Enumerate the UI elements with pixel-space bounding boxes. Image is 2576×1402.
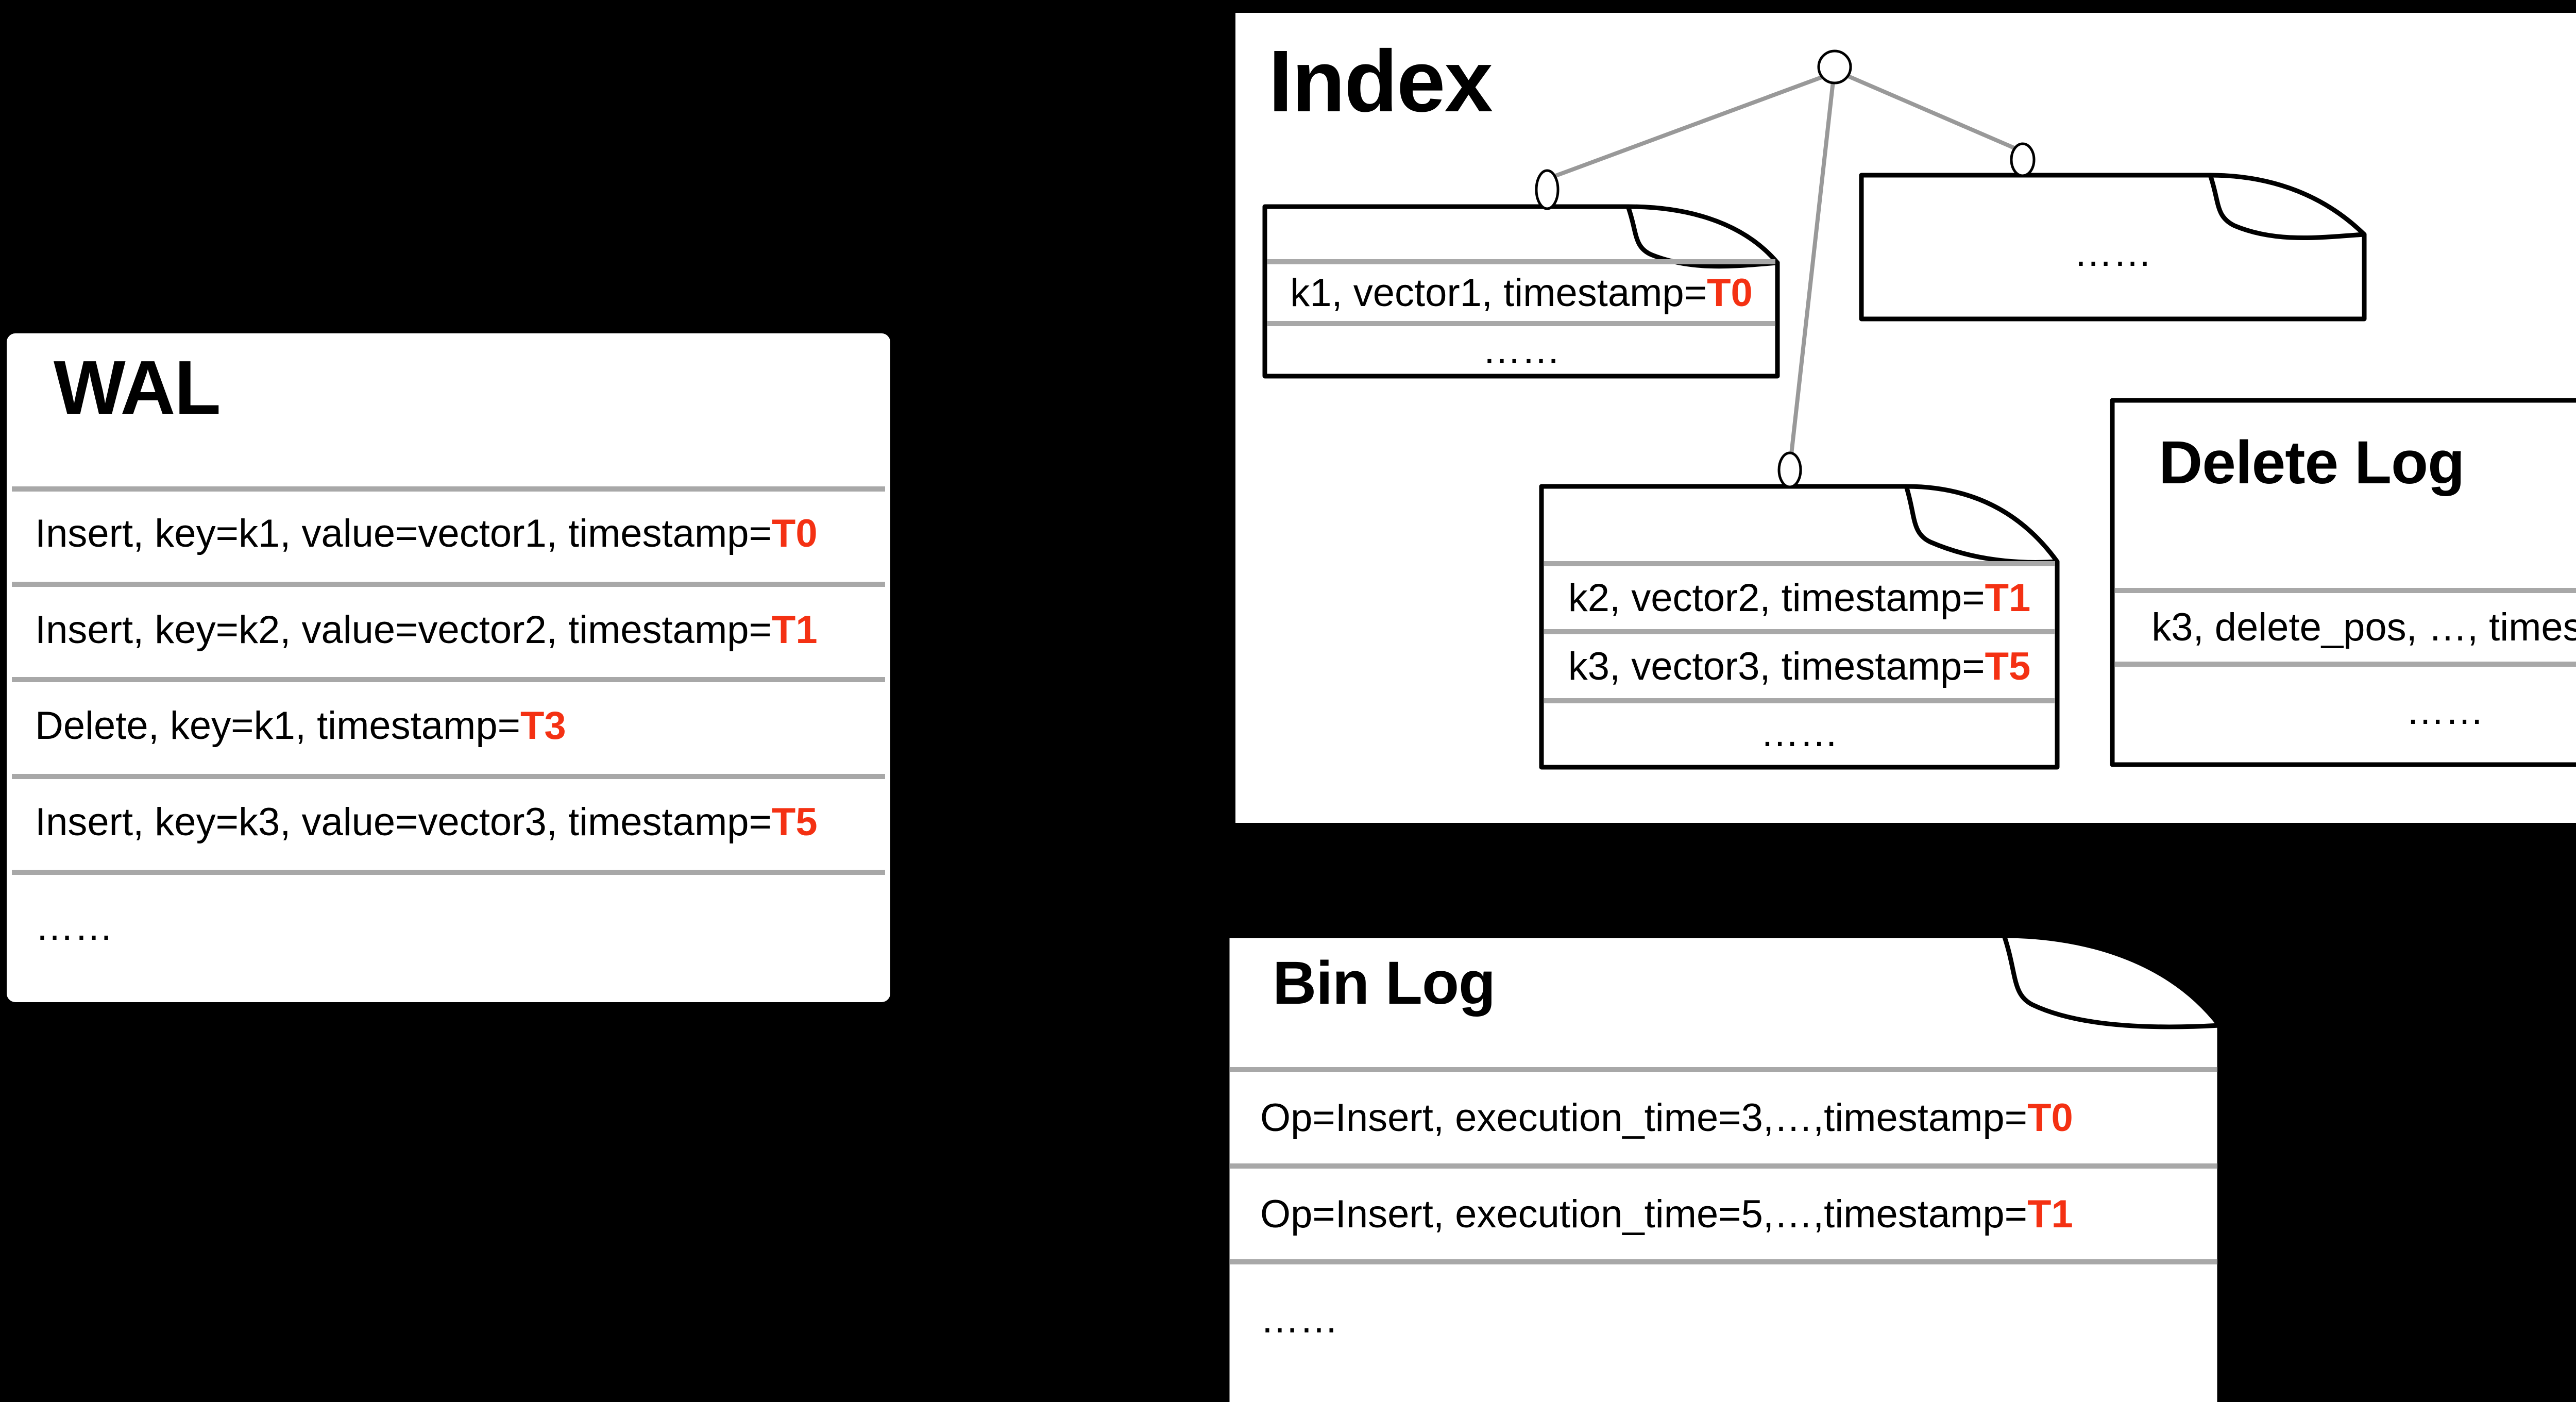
tree-node-right xyxy=(2010,142,2036,177)
wal-row: Insert, key=k2, value=vector2, timestamp… xyxy=(35,599,859,661)
document-shape xyxy=(2110,398,2576,767)
wal-row-timestamp: T5 xyxy=(771,800,818,844)
wal-row-text: Insert, key=k2, value=vector2, timestamp… xyxy=(35,607,772,652)
folded-corner xyxy=(2208,173,2367,241)
bin-log-row: Op=Insert, execution_time=5,…,timestamp=… xyxy=(1260,1166,2073,1262)
segment-row-text: k3, vector3, timestamp= xyxy=(1568,644,1985,688)
document-shape xyxy=(1225,933,2222,1402)
wal-row: Insert, key=k1, value=vector1, timestamp… xyxy=(35,502,859,564)
segment-file-k2k3 xyxy=(1539,484,2060,770)
wal-row-text: Delete, key=k1, timestamp= xyxy=(35,703,520,748)
edge-root-left xyxy=(1548,74,1825,180)
segment-row-ellipsis: …… xyxy=(1482,328,1561,372)
wal-separator xyxy=(12,870,885,875)
bin-log-row: Op=Insert, execution_time=3,…,timestamp=… xyxy=(1260,1070,2073,1166)
segment-k1-row: …… xyxy=(1270,324,1773,376)
bin-log-row: …… xyxy=(1260,1268,1338,1371)
segment-row-ellipsis: …… xyxy=(2074,230,2152,275)
tree-node-left xyxy=(1535,169,1560,210)
bin-log-row-ellipsis: …… xyxy=(1260,1297,1338,1341)
tree-edges xyxy=(1548,73,2021,459)
delete-log-file xyxy=(2110,398,2576,767)
delete-log-row-ellipsis: …… xyxy=(2405,688,2484,733)
wal-row-timestamp: T1 xyxy=(771,607,818,652)
index-title: Index xyxy=(1268,32,1493,130)
delete-log-row: …… xyxy=(2112,664,2576,757)
wal-row-text: Insert, key=k3, value=vector3, timestamp… xyxy=(35,800,772,844)
wal-row-timestamp: T3 xyxy=(520,703,566,748)
bin-log-row-timestamp: T0 xyxy=(2027,1096,2073,1140)
folded-corner xyxy=(2002,933,2222,1029)
delete-log-row-text: k3, delete_pos, …, timestamp= xyxy=(2151,605,2576,649)
bin-log-row-text: Op=Insert, execution_time=5,…,timestamp= xyxy=(1260,1192,2028,1236)
wal-row: …… xyxy=(35,896,859,957)
wal-row-timestamp: T0 xyxy=(771,511,818,555)
segment-row-timestamp: T0 xyxy=(1707,271,1753,315)
edge-root-right xyxy=(1845,73,2021,153)
wal-panel xyxy=(4,331,893,1005)
delete-log-row: k3, delete_pos, …, timestamp=T3 xyxy=(2112,590,2576,664)
delete-log-title: Delete Log xyxy=(2159,429,2465,497)
wal-title: WAL xyxy=(54,345,221,430)
tree-nodes xyxy=(1535,49,2036,488)
segment-row-timestamp: T1 xyxy=(1985,576,2031,620)
segment-k2k3-row: …… xyxy=(1541,701,2057,765)
wal-separator xyxy=(12,582,885,587)
wal-row: Delete, key=k1, timestamp= T3 xyxy=(35,695,859,756)
edge-root-middle xyxy=(1789,81,1835,459)
segment-row-text: k2, vector2, timestamp= xyxy=(1568,576,1985,620)
segment-file-k1 xyxy=(1262,204,1780,379)
wal-separator xyxy=(12,774,885,779)
segment-file-more xyxy=(1859,173,2367,322)
wal-row-ellipsis: …… xyxy=(35,904,113,949)
segment-row-ellipsis: …… xyxy=(1760,711,1839,755)
wal-separator xyxy=(12,486,885,492)
tree-root-node xyxy=(1817,49,1852,85)
segment-k2k3-row: k2, vector2, timestamp= T1 xyxy=(1541,564,2057,632)
segment-row-text: k1, vector1, timestamp= xyxy=(1290,271,1707,315)
bin-log-title: Bin Log xyxy=(1273,949,1496,1017)
bin-log-row-timestamp: T1 xyxy=(2027,1192,2073,1236)
bin-log-file xyxy=(1225,933,2222,1402)
wal-separator xyxy=(12,677,885,682)
folded-corner xyxy=(1625,204,1780,269)
wal-row: Insert, key=k3, value=vector3, timestamp… xyxy=(35,791,859,853)
tree-node-middle xyxy=(1777,451,1802,488)
segment-k2k3-row: k3, vector3, timestamp= T5 xyxy=(1541,632,2057,701)
segment-k1-row: k1, vector1, timestamp= T0 xyxy=(1270,262,1773,324)
bin-log-row-text: Op=Insert, execution_time=3,…,timestamp= xyxy=(1260,1096,2028,1140)
segment-more-row: …… xyxy=(1861,206,2364,299)
segment-row-timestamp: T5 xyxy=(1985,644,2031,688)
wal-row-text: Insert, key=k1, value=vector1, timestamp… xyxy=(35,511,772,555)
